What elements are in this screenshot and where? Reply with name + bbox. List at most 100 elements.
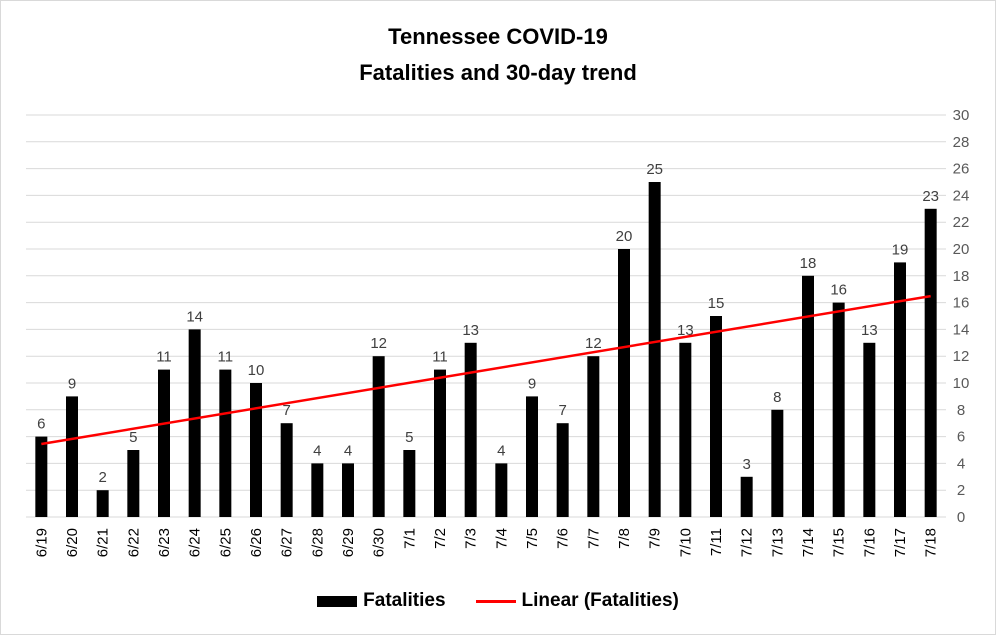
- bar-7-10: [679, 342, 692, 517]
- y-tick-label: 10: [953, 375, 970, 392]
- data-label: 13: [677, 322, 694, 339]
- y-tick-label: 20: [953, 241, 970, 258]
- x-tick-label: 6/21: [95, 528, 112, 557]
- bar-7-8: [618, 249, 630, 517]
- x-tick-label: 7/3: [463, 528, 480, 549]
- y-tick-label: 6: [957, 429, 965, 446]
- data-label: 14: [186, 308, 203, 325]
- x-tick-label: 6/29: [340, 528, 357, 557]
- data-label: 10: [248, 362, 265, 379]
- bar-6-19: [35, 436, 48, 517]
- x-tick-label: 6/30: [371, 528, 388, 557]
- y-tick-label: 2: [957, 482, 965, 499]
- bar-6-20: [66, 396, 78, 517]
- x-tick-label: 6/24: [187, 528, 204, 557]
- bar-7-16: [863, 342, 876, 517]
- data-label: 3: [742, 456, 750, 473]
- data-label: 19: [892, 241, 909, 258]
- bar-6-21: [96, 490, 109, 517]
- x-tick-label: 7/6: [555, 528, 572, 549]
- data-label: 25: [646, 161, 663, 178]
- data-label: 9: [528, 375, 536, 392]
- bar-7-1: [403, 450, 416, 517]
- x-tick-label: 7/7: [585, 528, 602, 549]
- chart-subtitle: Fatalities and 30-day trend: [359, 60, 637, 85]
- bar-7-9: [648, 182, 661, 517]
- data-label: 11: [218, 349, 234, 366]
- data-label: 12: [370, 335, 387, 352]
- x-tick-label: 7/1: [401, 528, 418, 549]
- data-label: 15: [708, 295, 725, 312]
- data-label: 4: [497, 442, 505, 459]
- y-tick-label: 8: [957, 402, 965, 419]
- y-tick-label: 18: [953, 268, 970, 285]
- legend-item-fatalities: Fatalities: [317, 590, 446, 612]
- x-tick-label: 6/28: [309, 528, 326, 557]
- data-label: 18: [800, 255, 817, 272]
- y-tick-label: 24: [953, 187, 970, 204]
- x-tick-label: 6/20: [64, 528, 81, 557]
- x-tick-label: 6/25: [217, 528, 234, 557]
- bar-7-4: [495, 463, 508, 517]
- bar-7-15: [832, 302, 845, 517]
- x-tick-label: 7/13: [769, 528, 786, 557]
- y-tick-label: 16: [953, 295, 970, 312]
- data-label: 4: [313, 442, 321, 459]
- x-tick-label: 7/5: [524, 528, 541, 549]
- y-tick-label: 22: [953, 214, 970, 231]
- x-tick-label: 7/16: [861, 528, 878, 557]
- data-label: 12: [585, 335, 602, 352]
- bar-7-7: [587, 356, 600, 517]
- legend-line-swatch: [475, 599, 516, 603]
- data-label: 11: [156, 349, 172, 366]
- bar-6-30: [372, 356, 385, 517]
- bar-6-22: [127, 450, 140, 517]
- data-label: 7: [282, 402, 290, 419]
- data-label: 20: [616, 228, 633, 245]
- bar-6-28: [311, 463, 324, 517]
- data-label: 5: [405, 429, 413, 446]
- x-tick-label: 7/17: [892, 528, 909, 557]
- data-label: 5: [129, 429, 137, 446]
- x-tick-label: 6/19: [33, 528, 50, 557]
- bar-7-11: [710, 316, 722, 517]
- data-label: 13: [462, 322, 479, 339]
- legend-label-trend: Linear (Fatalities): [521, 590, 679, 611]
- y-tick-label: 28: [953, 134, 970, 151]
- chart-title: Tennessee COVID-19: [388, 24, 608, 49]
- x-tick-label: 7/9: [647, 528, 664, 549]
- bar-6-29: [342, 463, 354, 517]
- y-tick-label: 14: [953, 321, 970, 338]
- data-label: 8: [773, 389, 781, 406]
- x-tick-label: 7/14: [800, 528, 817, 557]
- legend-bar-swatch: [317, 595, 358, 607]
- data-label: 23: [922, 188, 939, 205]
- x-tick-label: 7/15: [831, 528, 848, 557]
- trendline: [41, 294, 931, 446]
- data-label: 9: [68, 375, 76, 392]
- legend-item-trend: Linear (Fatalities): [475, 590, 679, 612]
- data-label: 13: [861, 322, 878, 339]
- y-tick-label: 26: [953, 161, 970, 178]
- bar-7-17: [894, 262, 906, 517]
- chart-legend: Fatalities Linear (Fatalities): [1, 586, 995, 616]
- y-tick-label: 30: [953, 107, 970, 124]
- bar-7-6: [556, 423, 569, 517]
- x-tick-label: 7/8: [616, 528, 633, 549]
- x-tick-label: 7/10: [677, 528, 694, 557]
- x-tick-label: 6/23: [156, 528, 173, 557]
- data-label: 6: [37, 416, 45, 433]
- bar-6-25: [219, 369, 232, 517]
- bar-7-3: [464, 342, 477, 517]
- bar-6-27: [280, 423, 293, 517]
- data-label: 2: [98, 469, 106, 486]
- x-tick-label: 7/2: [432, 528, 449, 549]
- legend-label-fatalities: Fatalities: [363, 590, 446, 611]
- x-tick-label: 7/4: [493, 528, 510, 549]
- data-label: 16: [830, 282, 847, 299]
- y-tick-label: 0: [957, 509, 965, 526]
- bar-7-13: [771, 409, 784, 517]
- bar-7-14: [802, 275, 814, 517]
- data-label: 7: [558, 402, 566, 419]
